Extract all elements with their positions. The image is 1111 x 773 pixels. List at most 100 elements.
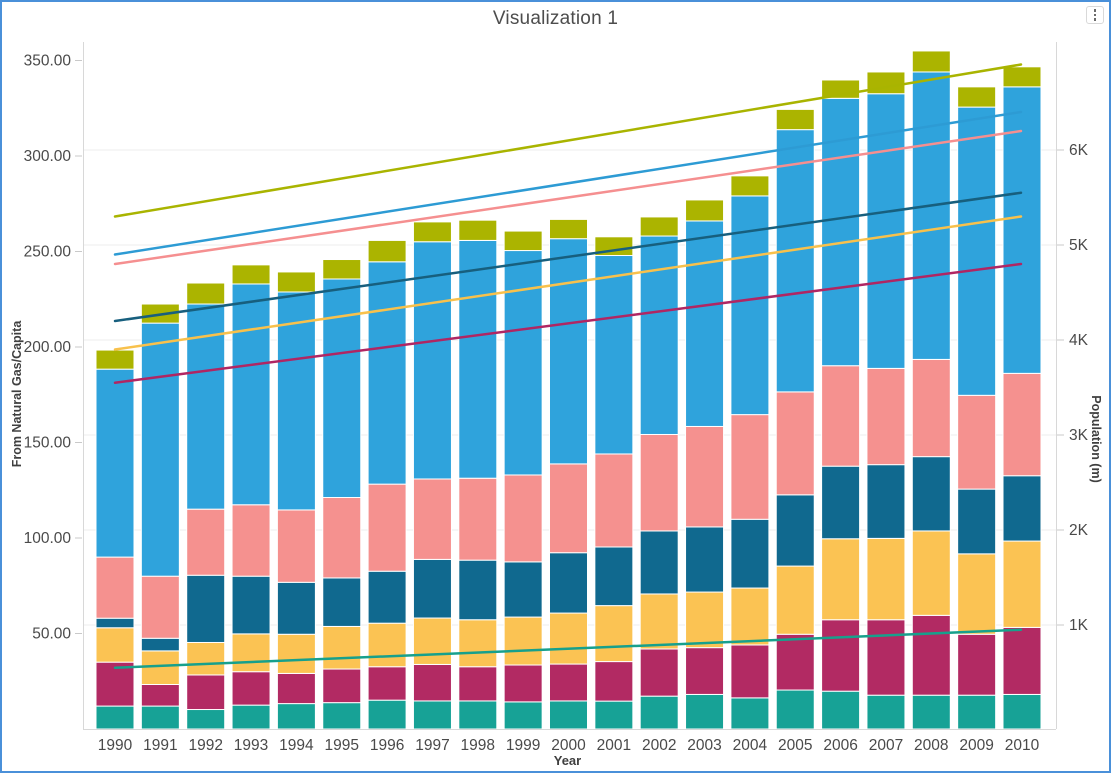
bar-segment-teal[interactable]: [549, 700, 588, 730]
bar-segment-sky-blue[interactable]: [95, 368, 135, 558]
bar-segment-crimson[interactable]: [276, 672, 316, 705]
bar-segment-dark-blue[interactable]: [231, 575, 271, 635]
bar-segment-crimson[interactable]: [775, 633, 815, 691]
bar-segment-sky-blue[interactable]: [911, 71, 951, 360]
bar-segment-crimson[interactable]: [685, 647, 725, 695]
bar-segment-rose[interactable]: [322, 497, 362, 579]
bar-segment-dark-blue[interactable]: [911, 456, 951, 532]
bar-segment-olive[interactable]: [1002, 66, 1042, 88]
bar-segment-rose[interactable]: [458, 477, 498, 561]
bar-segment-teal[interactable]: [957, 694, 997, 730]
bar-segment-crimson[interactable]: [503, 664, 543, 703]
bar-segment-sky-blue[interactable]: [957, 106, 997, 396]
bar-segment-amber[interactable]: [412, 617, 452, 665]
bar-segment-dark-blue[interactable]: [458, 559, 498, 621]
bar-segment-amber[interactable]: [685, 591, 725, 649]
bar-segment-teal[interactable]: [322, 702, 362, 730]
bar-segment-crimson[interactable]: [186, 674, 226, 711]
bar-segment-rose[interactable]: [95, 556, 135, 619]
bar-segment-amber[interactable]: [549, 612, 588, 665]
bar-segment-amber[interactable]: [911, 530, 951, 616]
bar-segment-olive[interactable]: [95, 349, 135, 370]
bar-segment-dark-blue[interactable]: [367, 570, 407, 624]
bar-segment-amber[interactable]: [503, 616, 543, 666]
bar-segment-rose[interactable]: [140, 575, 180, 639]
bar-segment-sky-blue[interactable]: [639, 235, 679, 435]
bar-segment-sky-blue[interactable]: [775, 129, 815, 393]
bar-segment-dark-blue[interactable]: [322, 577, 362, 627]
bar-segment-crimson[interactable]: [1002, 626, 1042, 695]
bar-segment-teal[interactable]: [775, 689, 815, 730]
bar-segment-crimson[interactable]: [231, 671, 271, 706]
bar-segment-teal[interactable]: [911, 694, 951, 730]
bar-segment-amber[interactable]: [231, 633, 271, 673]
bar-segment-amber[interactable]: [639, 593, 679, 650]
bar-segment-teal[interactable]: [412, 700, 452, 730]
bar-segment-crimson[interactable]: [639, 648, 679, 697]
bar-segment-olive[interactable]: [503, 230, 543, 252]
bar-segment-teal[interactable]: [821, 690, 861, 730]
bar-segment-amber[interactable]: [276, 633, 316, 674]
bar-segment-amber[interactable]: [186, 641, 226, 676]
bar-segment-rose[interactable]: [821, 365, 861, 467]
bar-segment-dark-blue[interactable]: [639, 530, 679, 595]
bar-segment-crimson[interactable]: [549, 663, 588, 702]
bar-segment-rose[interactable]: [276, 509, 316, 583]
bar-segment-dark-blue[interactable]: [1002, 475, 1042, 542]
bar-segment-olive[interactable]: [685, 199, 725, 222]
bar-segment-dark-blue[interactable]: [95, 617, 135, 629]
bar-segment-rose[interactable]: [549, 463, 588, 554]
bar-segment-dark-blue[interactable]: [866, 464, 906, 539]
bar-segment-dark-blue[interactable]: [549, 552, 588, 614]
chart-menu-button[interactable]: [1086, 6, 1104, 24]
bar-segment-dark-blue[interactable]: [503, 561, 543, 618]
bar-segment-olive[interactable]: [231, 264, 271, 285]
bar-segment-teal[interactable]: [1002, 693, 1042, 730]
bar-segment-sky-blue[interactable]: [140, 322, 180, 577]
bar-segment-olive[interactable]: [730, 175, 770, 197]
bar-segment-teal[interactable]: [639, 695, 679, 730]
bar-segment-crimson[interactable]: [866, 619, 906, 696]
bar-segment-sky-blue[interactable]: [322, 278, 362, 499]
bar-segment-dark-blue[interactable]: [412, 558, 452, 619]
bar-segment-dark-blue[interactable]: [276, 581, 316, 635]
bar-segment-crimson[interactable]: [140, 683, 180, 707]
bar-segment-crimson[interactable]: [911, 614, 951, 696]
bar-segment-sky-blue[interactable]: [549, 238, 588, 465]
bar-segment-amber[interactable]: [594, 605, 634, 663]
bar-segment-olive[interactable]: [412, 221, 452, 243]
bar-segment-amber[interactable]: [322, 625, 362, 670]
bar-segment-sky-blue[interactable]: [231, 283, 271, 506]
bar-segment-olive[interactable]: [957, 86, 997, 108]
bar-segment-teal[interactable]: [140, 705, 180, 730]
bar-segment-crimson[interactable]: [412, 663, 452, 702]
bar-segment-dark-blue[interactable]: [186, 574, 226, 643]
bar-segment-amber[interactable]: [775, 565, 815, 635]
bar-segment-sky-blue[interactable]: [1002, 86, 1042, 374]
bar-segment-sky-blue[interactable]: [412, 241, 452, 480]
bar-segment-crimson[interactable]: [322, 668, 362, 704]
bar-segment-teal[interactable]: [231, 704, 271, 730]
bar-segment-olive[interactable]: [639, 216, 679, 237]
bar-segment-amber[interactable]: [95, 627, 135, 663]
bar-segment-olive[interactable]: [276, 271, 316, 293]
bar-segment-dark-blue[interactable]: [594, 546, 634, 607]
bar-segment-amber[interactable]: [140, 650, 180, 685]
bar-segment-sky-blue[interactable]: [503, 250, 543, 476]
bar-segment-dark-blue[interactable]: [685, 526, 725, 593]
bar-segment-crimson[interactable]: [367, 666, 407, 701]
bar-segment-amber[interactable]: [957, 553, 997, 635]
bar-segment-olive[interactable]: [549, 218, 588, 240]
bar-segment-rose[interactable]: [503, 474, 543, 563]
bar-segment-sky-blue[interactable]: [685, 220, 725, 427]
bar-segment-rose[interactable]: [775, 391, 815, 496]
bar-segment-rose[interactable]: [186, 508, 226, 576]
bar-segment-amber[interactable]: [1002, 540, 1042, 628]
bar-segment-olive[interactable]: [186, 282, 226, 305]
bar-segment-dark-blue[interactable]: [821, 465, 861, 540]
bar-segment-rose[interactable]: [730, 414, 770, 520]
bar-segment-rose[interactable]: [594, 453, 634, 548]
bar-segment-teal[interactable]: [95, 705, 135, 730]
bar-segment-dark-blue[interactable]: [140, 637, 180, 652]
bar-segment-rose[interactable]: [911, 358, 951, 458]
